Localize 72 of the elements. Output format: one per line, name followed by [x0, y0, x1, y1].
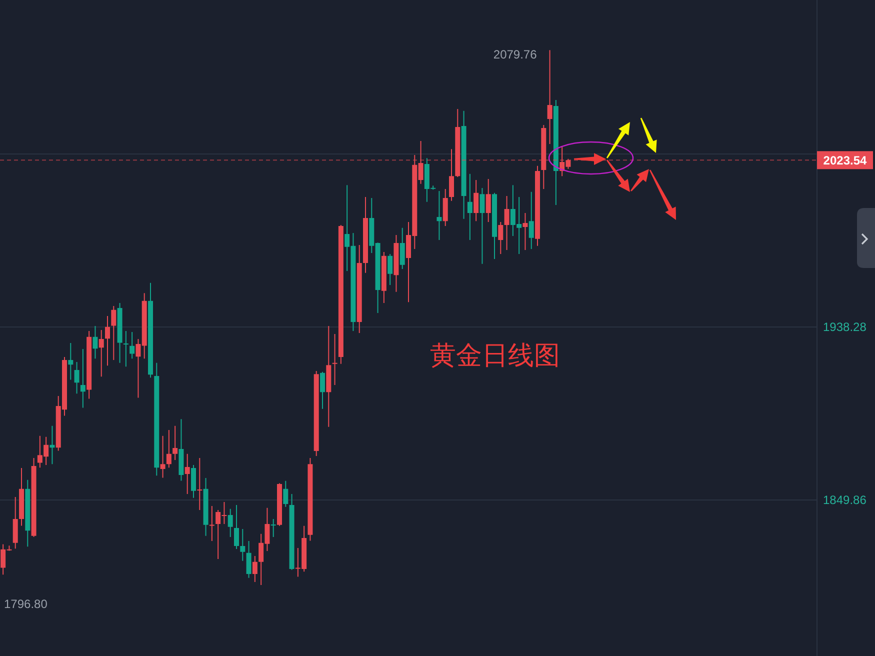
candlestick	[474, 180, 479, 222]
candlestick	[436, 190, 442, 240]
candlestick	[154, 362, 160, 476]
candlestick	[467, 174, 472, 240]
candlestick	[492, 192, 497, 260]
candlestick	[541, 125, 546, 189]
candlestick	[320, 372, 325, 409]
candlestick	[123, 331, 128, 367]
candlestick	[105, 316, 110, 366]
candlestick	[277, 483, 282, 526]
candlestick	[25, 480, 30, 547]
candlestick	[252, 556, 258, 582]
candlestick	[394, 234, 399, 292]
candlestick	[117, 303, 122, 363]
candlestick	[31, 458, 36, 537]
y-tick-label: 1849.86	[823, 493, 867, 508]
candlestick	[203, 478, 208, 536]
candlestick	[148, 282, 153, 378]
candlestick	[197, 458, 202, 510]
annotation: 1796.80	[4, 597, 48, 612]
candlestick	[547, 50, 552, 144]
annotation: 2079.76	[493, 47, 538, 62]
candlestick	[498, 222, 504, 254]
candlestick	[92, 326, 98, 359]
candlestick	[50, 426, 55, 464]
candlestick	[19, 468, 24, 526]
candlestick	[74, 362, 80, 394]
candlestick	[86, 331, 92, 399]
candlestick	[12, 496, 18, 549]
candlestick	[449, 149, 454, 201]
candlestick	[228, 508, 233, 538]
candlestick	[270, 519, 276, 538]
candlestick	[98, 330, 104, 377]
candlestick	[504, 196, 510, 250]
candlestick	[528, 192, 534, 250]
candlestick	[535, 166, 540, 246]
candlestick	[234, 504, 239, 549]
ref-line-label: 2023.54	[823, 153, 868, 168]
candlestick	[332, 334, 338, 386]
candlestick	[356, 244, 362, 333]
candlestick	[381, 252, 386, 304]
candlestick	[209, 506, 214, 541]
candlestick	[455, 108, 460, 178]
candlestick	[461, 110, 466, 219]
annotation: 黄金日线图	[430, 341, 560, 372]
candlestick	[400, 228, 405, 270]
candlestick	[166, 430, 172, 468]
candlestick	[191, 465, 196, 498]
candlestick	[160, 436, 166, 478]
candlestick	[553, 100, 558, 206]
candlestick	[314, 370, 319, 456]
candlestick	[184, 454, 190, 494]
candlestick	[289, 494, 294, 570]
candlestick	[442, 188, 448, 226]
candlestick	[80, 349, 86, 408]
candlestick	[363, 197, 368, 273]
candlestick	[338, 224, 344, 364]
candlestick	[240, 529, 246, 561]
candlestick	[68, 342, 74, 380]
candlestick	[326, 326, 332, 427]
candlestick	[246, 540, 252, 578]
candlestick	[130, 332, 135, 359]
candlestick	[111, 306, 116, 360]
candlestick	[178, 419, 184, 481]
candlestick	[283, 480, 288, 507]
y-tick-label: 1938.28	[823, 320, 867, 334]
candlestick	[486, 179, 491, 222]
candlestick	[480, 188, 485, 264]
candlestick	[308, 458, 313, 541]
candlestick	[172, 426, 178, 460]
candlestick	[522, 213, 528, 250]
candlestick	[388, 254, 393, 286]
